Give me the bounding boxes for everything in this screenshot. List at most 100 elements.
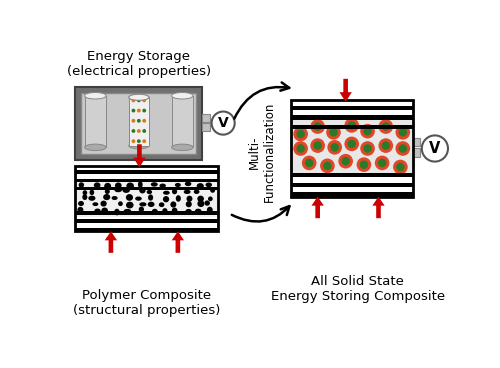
- Circle shape: [132, 119, 136, 123]
- Circle shape: [360, 160, 368, 169]
- Circle shape: [378, 159, 386, 167]
- Bar: [291, 106, 412, 110]
- Circle shape: [326, 125, 341, 139]
- Circle shape: [378, 138, 393, 153]
- Bar: [291, 115, 412, 120]
- Circle shape: [310, 119, 325, 134]
- Circle shape: [320, 159, 334, 173]
- Ellipse shape: [135, 197, 142, 201]
- Bar: [129, 97, 149, 146]
- Bar: [76, 166, 218, 231]
- Bar: [291, 135, 412, 139]
- Circle shape: [338, 154, 353, 169]
- Ellipse shape: [206, 183, 212, 187]
- Ellipse shape: [210, 188, 215, 193]
- Circle shape: [348, 121, 356, 130]
- FancyArrowPatch shape: [232, 206, 289, 222]
- Bar: [412, 149, 420, 157]
- Circle shape: [378, 119, 393, 134]
- Ellipse shape: [126, 202, 134, 208]
- Circle shape: [329, 128, 338, 137]
- Circle shape: [328, 140, 342, 155]
- Circle shape: [137, 99, 141, 102]
- Bar: [291, 192, 412, 197]
- Ellipse shape: [140, 202, 146, 206]
- Ellipse shape: [172, 208, 177, 214]
- Bar: [291, 100, 412, 197]
- Ellipse shape: [105, 189, 110, 194]
- Ellipse shape: [194, 190, 200, 194]
- Circle shape: [137, 129, 141, 133]
- Ellipse shape: [162, 208, 168, 213]
- Text: V: V: [429, 141, 440, 156]
- Circle shape: [382, 141, 390, 150]
- Circle shape: [310, 138, 325, 153]
- Circle shape: [142, 99, 146, 102]
- Bar: [76, 166, 218, 231]
- Bar: [76, 180, 218, 217]
- Ellipse shape: [186, 209, 192, 214]
- Circle shape: [382, 122, 390, 131]
- Circle shape: [398, 144, 407, 153]
- Ellipse shape: [129, 94, 149, 100]
- Ellipse shape: [176, 195, 181, 202]
- Circle shape: [212, 112, 234, 135]
- Bar: [76, 219, 218, 223]
- Bar: [412, 138, 420, 146]
- Ellipse shape: [204, 201, 210, 206]
- Circle shape: [393, 160, 407, 174]
- Ellipse shape: [126, 194, 133, 201]
- FancyArrow shape: [105, 231, 117, 253]
- Ellipse shape: [103, 194, 110, 200]
- Ellipse shape: [78, 182, 84, 188]
- Bar: [76, 170, 218, 174]
- Ellipse shape: [94, 183, 100, 188]
- Circle shape: [398, 128, 407, 137]
- Circle shape: [142, 129, 146, 133]
- Circle shape: [422, 135, 448, 162]
- Bar: [291, 173, 412, 177]
- Circle shape: [137, 119, 141, 123]
- Bar: [291, 125, 412, 129]
- FancyArrow shape: [340, 79, 352, 102]
- Ellipse shape: [198, 196, 204, 202]
- Bar: [76, 187, 218, 190]
- FancyArrowPatch shape: [234, 82, 290, 118]
- Circle shape: [294, 127, 308, 141]
- Bar: [76, 211, 218, 215]
- Circle shape: [305, 159, 314, 167]
- Ellipse shape: [148, 194, 153, 201]
- Bar: [76, 195, 218, 199]
- Ellipse shape: [124, 209, 131, 213]
- Circle shape: [296, 144, 305, 153]
- Bar: [202, 114, 210, 121]
- Circle shape: [132, 129, 136, 133]
- Circle shape: [142, 109, 146, 113]
- Circle shape: [360, 141, 375, 156]
- Ellipse shape: [198, 200, 204, 207]
- Bar: [291, 115, 412, 120]
- Ellipse shape: [88, 196, 96, 201]
- Circle shape: [294, 141, 308, 156]
- Ellipse shape: [118, 201, 123, 206]
- Ellipse shape: [163, 196, 169, 202]
- Circle shape: [296, 130, 305, 138]
- Circle shape: [375, 156, 390, 170]
- Ellipse shape: [122, 188, 130, 193]
- Ellipse shape: [104, 183, 111, 190]
- Ellipse shape: [138, 181, 142, 188]
- Ellipse shape: [138, 206, 144, 212]
- Ellipse shape: [94, 209, 100, 213]
- Bar: [82, 93, 196, 153]
- Bar: [76, 170, 218, 174]
- Circle shape: [364, 144, 372, 153]
- Ellipse shape: [185, 181, 192, 186]
- Bar: [76, 178, 218, 182]
- Text: All Solid State
Energy Storing Composite: All Solid State Energy Storing Composite: [271, 275, 445, 303]
- Text: Polymer Composite
(structural properties): Polymer Composite (structural properties…: [73, 289, 220, 317]
- Ellipse shape: [129, 94, 149, 100]
- Ellipse shape: [170, 201, 176, 208]
- FancyArrow shape: [372, 197, 384, 218]
- Ellipse shape: [100, 201, 106, 206]
- Text: Multi-
Functionalization: Multi- Functionalization: [248, 102, 276, 202]
